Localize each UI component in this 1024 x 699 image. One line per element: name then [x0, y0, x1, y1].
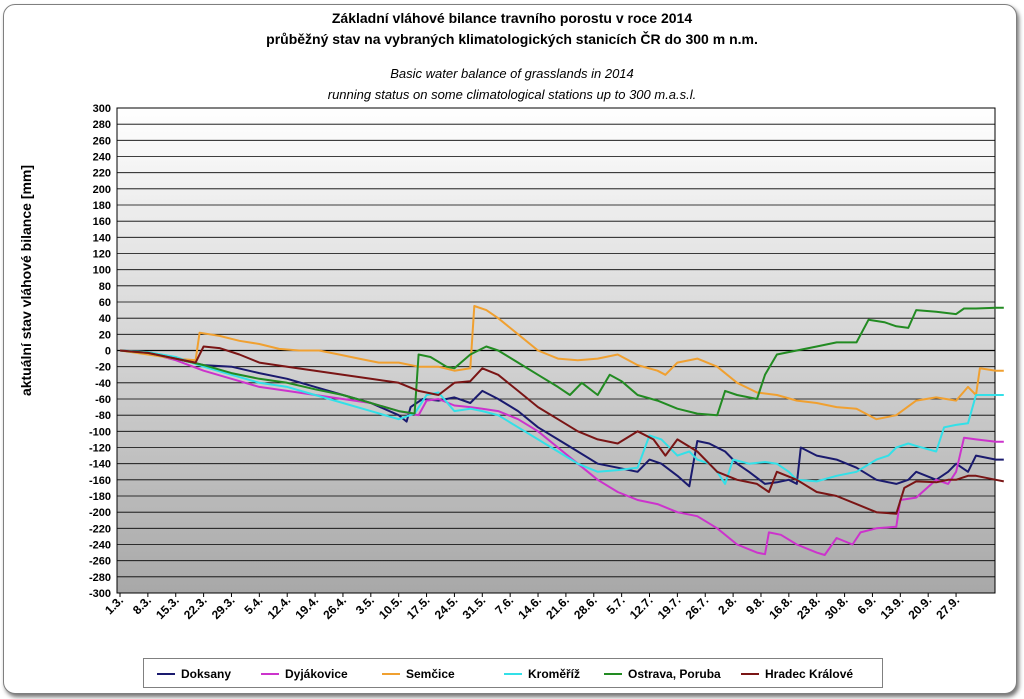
y-tick-label: -140 [89, 459, 111, 471]
x-tick-label: 9.8. [743, 593, 767, 617]
legend: Doksany Dyjákovice Semčice Kroměříž Ostrava,… [143, 658, 883, 688]
y-tick-label: -120 [89, 443, 111, 455]
y-tick-label: -300 [89, 588, 111, 600]
x-tick-label: 24.5. [432, 593, 461, 622]
legend-swatch [261, 673, 279, 675]
x-tick-label: 7.6. [492, 593, 516, 617]
y-tick-label: -160 [89, 475, 111, 487]
legend-label: Semčice [406, 667, 455, 681]
x-tick-label: 10.5. [376, 593, 405, 622]
y-tick-label: 60 [99, 297, 111, 309]
x-tick-label: 29.3. [209, 593, 238, 622]
y-axis-ticks: -300-280-260-240-220-200-180-160-140-120… [89, 103, 111, 600]
x-tick-label: 21.6. [543, 593, 572, 622]
legend-item: Ostrava, Poruba [604, 659, 721, 689]
chart-title-cz-line1: Základní vláhové bilance travního porost… [331, 10, 693, 26]
x-tick-label: 5.7. [604, 593, 628, 617]
x-tick-label: 17.5. [404, 593, 433, 622]
y-tick-label: -220 [89, 523, 111, 535]
legend-item: Semčice [382, 659, 455, 689]
y-tick-label: 280 [93, 119, 111, 131]
x-axis-ticks: 1.3. 8.3. 15.3. 22.3. 29.3. 5.4. 12.4. 19.4. 26.… [102, 593, 962, 622]
series-lines [119, 305, 1004, 556]
y-tick-label: -20 [95, 362, 111, 374]
series-line-sem-ice [119, 305, 1004, 421]
x-tick-label: 30.8. [822, 593, 851, 622]
chart-title-en-line2: running status on some climatological st… [327, 87, 697, 102]
legend-label: Doksany [181, 667, 232, 681]
x-tick-label: 19.7. [655, 593, 684, 622]
x-tick-label: 12.7. [627, 593, 656, 622]
legend-swatch [741, 673, 759, 675]
x-tick-label: 27.9. [933, 593, 962, 622]
x-tick-label: 16.8. [766, 593, 795, 622]
legend-item: Doksany [157, 659, 231, 689]
x-tick-label: 31.5. [460, 593, 489, 622]
y-tick-label: 140 [93, 232, 111, 244]
y-tick-label: 220 [93, 168, 111, 180]
y-tick-label: 240 [93, 152, 111, 164]
x-tick-label: 2.8. [715, 593, 739, 617]
y-tick-label: 120 [93, 249, 111, 261]
legend-swatch [157, 673, 175, 675]
x-tick-label: 8.3. [130, 593, 154, 617]
legend-item: Hradec Králové [741, 659, 853, 689]
x-tick-label: 13.9. [878, 593, 907, 622]
y-tick-label: 180 [93, 200, 111, 212]
y-tick-label: 20 [99, 329, 111, 341]
x-tick-label: 22.3. [181, 593, 210, 622]
y-tick-label: -100 [89, 426, 111, 438]
legend-item: Dyjákovice [261, 659, 348, 689]
y-tick-label: 300 [93, 103, 111, 115]
y-tick-label: 0 [105, 346, 111, 358]
y-tick-label: 200 [93, 184, 111, 196]
chart-title-en-line1: Basic water balance of grasslands in 201… [390, 66, 634, 81]
x-tick-label: 19.4. [292, 593, 321, 622]
y-tick-label: -260 [89, 556, 111, 568]
legend-item: Kroměříž [504, 659, 580, 689]
y-tick-label: -60 [95, 394, 111, 406]
x-tick-label: 3.5. [353, 593, 377, 617]
y-tick-label: 260 [93, 135, 111, 147]
x-tick-label: 26.4. [320, 593, 349, 622]
x-tick-label: 20.9. [906, 593, 935, 622]
series-line-krom- [119, 349, 1004, 485]
legend-label: Hradec Králové [765, 667, 854, 681]
y-tick-label: -80 [95, 410, 111, 422]
y-axis-label: aktuální stav vláhové bilance [mm] [18, 165, 34, 396]
legend-swatch [604, 673, 622, 675]
y-tick-label: 160 [93, 216, 111, 228]
series-line-ostrava-poruba [119, 306, 1004, 417]
y-tick-label: -180 [89, 491, 111, 503]
y-tick-label: 40 [99, 313, 111, 325]
legend-label: Ostrava, Poruba [628, 667, 721, 681]
x-tick-label: 5.4. [241, 593, 265, 617]
x-tick-label: 6.9. [855, 593, 879, 617]
y-tick-label: -200 [89, 507, 111, 519]
x-tick-label: 28.6. [571, 593, 600, 622]
x-tick-label: 23.8. [794, 593, 823, 622]
y-tick-label: -240 [89, 540, 111, 552]
series-line-dyj-kovice [119, 349, 1004, 556]
series-line-hradec-kr-lov- [119, 345, 1004, 515]
x-tick-label: 14.6. [515, 593, 544, 622]
x-tick-label: 15.3. [153, 593, 182, 622]
y-tick-label: -40 [95, 378, 111, 390]
legend-swatch [504, 673, 522, 675]
y-tick-label: -280 [89, 572, 111, 584]
legend-swatch [382, 673, 400, 675]
x-tick-label: 26.7. [683, 593, 712, 622]
legend-label: Kroměříž [528, 667, 581, 681]
chart-title-cz-line2: průběžný stav na vybraných klimatologick… [266, 31, 758, 47]
y-tick-label: 80 [99, 281, 111, 293]
y-tick-label: 100 [93, 265, 111, 277]
gridlines [117, 107, 995, 594]
legend-label: Dyjákovice [285, 667, 348, 681]
x-tick-label: 12.4. [265, 593, 294, 622]
